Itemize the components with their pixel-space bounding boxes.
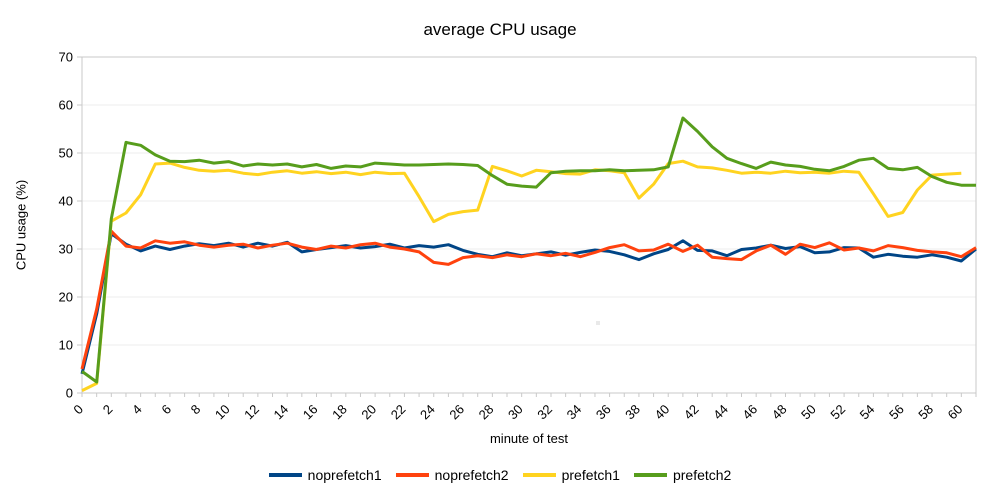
x-tick-label-38: 38 <box>622 402 643 423</box>
x-tick-label-4: 4 <box>129 402 145 418</box>
x-tick-label-48: 48 <box>769 402 790 423</box>
x-tick-label-22: 22 <box>388 402 409 423</box>
x-tick-label-20: 20 <box>358 402 379 423</box>
legend-swatch-noprefetch2 <box>395 473 429 477</box>
x-tick-label-34: 34 <box>564 402 585 423</box>
legend-label-noprefetch1: noprefetch1 <box>307 467 382 483</box>
x-tick-label-52: 52 <box>827 402 848 423</box>
y-tick-label-60: 60 <box>59 98 73 113</box>
legend: noprefetch1 noprefetch2 prefetch1 prefet… <box>0 467 1000 483</box>
screen-artifact-dot <box>596 321 600 325</box>
legend-item-prefetch1: prefetch1 <box>522 467 620 483</box>
x-tick-label-0: 0 <box>70 402 86 418</box>
x-tick-label-30: 30 <box>505 402 526 423</box>
chart-title: average CPU usage <box>423 20 577 39</box>
series-line-prefetch2 <box>81 116 976 384</box>
legend-item-noprefetch2: noprefetch2 <box>395 467 509 483</box>
y-axis-title: CPU usage (%) <box>13 179 29 271</box>
legend-label-prefetch2: prefetch2 <box>672 467 732 483</box>
legend-item-noprefetch1: noprefetch1 <box>268 467 382 483</box>
legend-swatch-noprefetch1 <box>268 473 302 477</box>
x-tick-label-28: 28 <box>476 402 497 423</box>
x-tick-label-32: 32 <box>534 402 555 423</box>
x-tick-label-46: 46 <box>739 402 760 423</box>
x-tick-label-24: 24 <box>417 402 438 423</box>
y-tick-label-30: 30 <box>59 242 73 257</box>
legend-swatch-prefetch1 <box>522 473 556 477</box>
legend-swatch-prefetch2 <box>633 473 667 477</box>
y-tick-label-0: 0 <box>66 386 73 401</box>
x-tick-label-60: 60 <box>945 402 966 423</box>
x-tick-label-26: 26 <box>446 402 467 423</box>
y-tick-label-70: 70 <box>59 50 73 65</box>
x-tick-label-40: 40 <box>652 402 673 423</box>
y-tick-label-50: 50 <box>59 146 73 161</box>
x-tick-label-16: 16 <box>300 402 321 423</box>
x-tick-label-12: 12 <box>241 402 262 423</box>
y-tick-label-10: 10 <box>59 338 73 353</box>
series-line-noprefetch2 <box>80 229 977 370</box>
x-tick-label-14: 14 <box>270 402 291 423</box>
x-tick-label-6: 6 <box>158 402 174 418</box>
x-tick-label-54: 54 <box>857 402 878 423</box>
x-axis-title: minute of test <box>489 431 569 446</box>
x-tick-label-50: 50 <box>798 402 819 423</box>
legend-item-prefetch2: prefetch2 <box>633 467 732 483</box>
x-tick-label-18: 18 <box>329 402 350 423</box>
series-line-prefetch1 <box>81 159 962 392</box>
x-tick-label-36: 36 <box>593 402 614 423</box>
x-tick-label-42: 42 <box>681 402 702 423</box>
x-tick-label-58: 58 <box>915 402 936 423</box>
y-tick-label-40: 40 <box>59 194 73 209</box>
legend-label-prefetch1: prefetch1 <box>561 467 620 483</box>
legend-label-noprefetch2: noprefetch2 <box>434 467 509 483</box>
y-tick-label-20: 20 <box>59 290 73 305</box>
x-tick-label-56: 56 <box>886 402 907 423</box>
x-tick-label-8: 8 <box>188 402 204 418</box>
x-tick-label-44: 44 <box>710 402 731 423</box>
x-tick-label-10: 10 <box>212 402 233 423</box>
x-tick-label-2: 2 <box>100 402 116 418</box>
